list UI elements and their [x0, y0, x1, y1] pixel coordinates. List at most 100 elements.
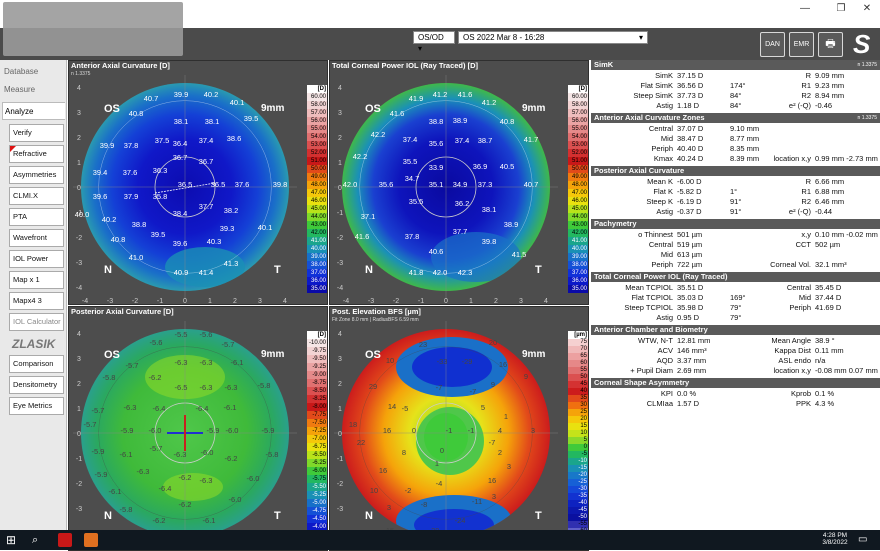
- row-value: 8.39 mm: [730, 154, 760, 163]
- diameter-label: 9mm: [522, 349, 546, 360]
- analyze-button-densitometry[interactable]: Densitometry: [9, 376, 64, 394]
- map-value: -6.3: [174, 450, 187, 459]
- row-label: R2: [801, 197, 811, 206]
- data-row: Steep TCPIOL 35.98 D 79° Periph 41.69 D: [591, 303, 880, 313]
- row-label: Kmax: [653, 154, 673, 163]
- row-value: 6.46 mm: [815, 197, 845, 206]
- windows-start-icon[interactable]: ⊞: [6, 533, 17, 547]
- eye-label: OS: [104, 103, 120, 115]
- row-value: 12.81 mm: [677, 336, 711, 345]
- emr-button[interactable]: EMR: [789, 32, 814, 57]
- axis-tick: -1: [76, 456, 82, 463]
- search-icon[interactable]: ⌕: [32, 534, 39, 546]
- scale-step: 49.00: [568, 173, 588, 181]
- analyze-button-iol-power[interactable]: IOL Power: [9, 250, 64, 268]
- dan-button[interactable]: DAN: [760, 32, 785, 57]
- row-value: 40.24 D: [677, 154, 704, 163]
- map-value: 40.0: [75, 210, 90, 219]
- axis-tick: 0: [338, 431, 342, 438]
- map-value: 1: [504, 412, 508, 421]
- analyze-button-refractive[interactable]: Refractive: [9, 145, 64, 163]
- scale-step: 36.00: [568, 277, 588, 285]
- exam-select[interactable]: OS 2022 Mar 8 - 16:28 ▾: [458, 31, 648, 44]
- scale-step: 48.00: [307, 181, 327, 189]
- data-row: Flat SimK 36.56 D 174° R1 9.23 mm: [591, 81, 880, 91]
- data-row: Flat TCPIOL 35.03 D 169° Mid 37.44 D: [591, 293, 880, 303]
- axis-tick: 0: [77, 185, 81, 192]
- scale-step: 5: [568, 437, 588, 444]
- color-scale: [D] -10.00 -9.75 -9.50 -9.25 -9.00 -8.75 -8.50-…: [307, 331, 327, 531]
- section-title: Total Corneal Power IOL (Ray Traced): [594, 272, 728, 281]
- scale-step: -8.75: [307, 379, 327, 387]
- analyze-button-wavefront[interactable]: Wavefront: [9, 229, 64, 247]
- minimize-button[interactable]: —: [800, 3, 810, 14]
- scale-unit: [µm]: [568, 331, 588, 339]
- axis-tick: 2: [338, 381, 342, 388]
- scale-step: -20: [568, 472, 588, 479]
- temporal-label: T: [535, 264, 542, 276]
- button-label: IOL Power: [13, 254, 49, 263]
- row-label: Kprob: [790, 389, 811, 398]
- analyze-button-verify[interactable]: Verify: [9, 124, 64, 142]
- analyze-button-asymmetries[interactable]: Asymmetries: [9, 166, 64, 184]
- analyze-button-mapx4-3[interactable]: Mapx4 3: [9, 292, 64, 310]
- map-value: -5.9: [207, 426, 220, 435]
- maximize-button[interactable]: ❐: [836, 3, 846, 14]
- map-svg: -4-4 -3 -3 -2 -2 -1 -1 0 0 1 1 2 2 3 3 4 4 40.7 39.9 40.2 40…: [73, 75, 297, 305]
- axis-tick: -3: [337, 260, 343, 267]
- map-panel-ant[interactable]: Anterior Axial Curvature [D] n 1.3375 -4 -4…: [68, 60, 328, 305]
- camera-taskbar-icon[interactable]: [84, 533, 98, 547]
- print-button[interactable]: 🖶: [818, 32, 843, 57]
- analyze-button-map-x-1[interactable]: Map x 1: [9, 271, 64, 289]
- map-value: 38.1: [482, 205, 497, 214]
- analyze-button-clmi-x[interactable]: CLMI.X: [9, 187, 64, 205]
- map-value: 40.3: [207, 237, 222, 246]
- analyze-button-eye metrics[interactable]: Eye Metrics: [9, 397, 64, 415]
- nav-tab-measure[interactable]: Measure: [4, 85, 36, 94]
- map-value: -6.0: [229, 495, 242, 504]
- map-value: 9: [524, 372, 528, 381]
- section-title: Anterior Axial Curvature Zones: [594, 113, 705, 122]
- eye-select[interactable]: OS/OD ▾: [413, 31, 455, 53]
- axis-tick: 0: [183, 298, 187, 305]
- notification-icon[interactable]: ▭: [858, 534, 868, 545]
- map-panel-tot[interactable]: Total Corneal Power IOL (Ray Traced) [D]…: [329, 60, 589, 305]
- button-label: Asymmetries: [13, 170, 57, 179]
- nav-tab-analyze[interactable]: Analyze: [2, 102, 65, 120]
- eye-label: OS: [365, 103, 381, 115]
- map-value: 39.3: [220, 224, 235, 233]
- map-value: 5: [481, 403, 485, 412]
- row-value: 519 µm: [677, 240, 703, 249]
- map-value: -6.3: [200, 383, 213, 392]
- scale-step: 70: [568, 346, 588, 353]
- map-value: 41.2: [482, 98, 497, 107]
- map-value: -5.7: [84, 420, 97, 429]
- axis-tick: -1: [76, 210, 82, 217]
- map-value: 20: [489, 338, 497, 347]
- map-panel-elev[interactable]: Post. Elevation BFS [µm] Fit Zone 8.0 mm …: [329, 306, 589, 551]
- scale-step: 52.00: [307, 149, 327, 157]
- map-value: -6.5: [175, 383, 188, 392]
- map-value: 36.3: [153, 166, 168, 175]
- map-value: -6.1: [109, 487, 122, 496]
- close-button[interactable]: ✕: [862, 3, 872, 14]
- data-row: AQD 3.37 mm ASL endo n/a: [591, 356, 880, 366]
- map-value: -5.9: [95, 470, 108, 479]
- nav-tab-database[interactable]: Database: [4, 67, 39, 76]
- map-value: -5.9: [92, 447, 105, 456]
- button-label: Verify: [13, 128, 32, 137]
- map-value: -11: [472, 497, 482, 506]
- map-value: 4: [498, 426, 502, 435]
- scale-step: 35.00: [307, 285, 327, 293]
- analyze-button-comparison[interactable]: Comparison: [9, 355, 64, 373]
- map-value: 41.7: [524, 135, 539, 144]
- map-value: 35.8: [153, 192, 168, 201]
- map-value: -5.7: [222, 340, 235, 349]
- scale-step: 38.00: [307, 261, 327, 269]
- analyze-button-iol-calculator[interactable]: IOL Calculator: [9, 313, 64, 331]
- app-taskbar-icon[interactable]: [58, 533, 72, 547]
- analyze-button-pta[interactable]: PTA: [9, 208, 64, 226]
- map-panel-post[interactable]: Posterior Axial Curvature [D]-4-4-3-3-2-…: [68, 306, 328, 551]
- map-value: 38.1: [205, 117, 220, 126]
- scale-step: 30: [568, 402, 588, 409]
